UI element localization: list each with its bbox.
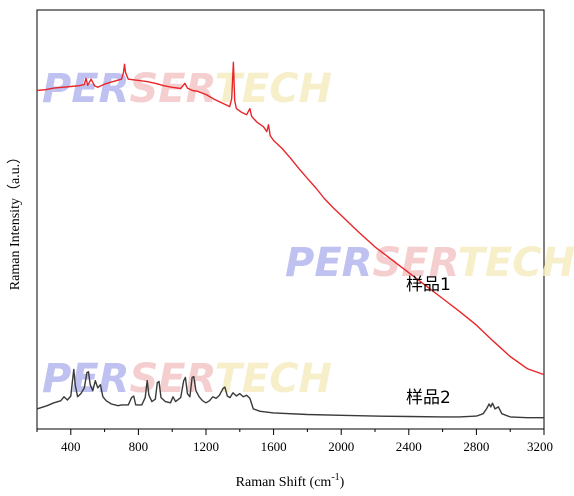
x-tick-label: 2800 — [463, 439, 489, 454]
x-tick-label: 1600 — [261, 439, 287, 454]
x-axis-title-superscript: -1 — [331, 472, 339, 483]
x-axis-title-tail: ) — [340, 475, 345, 490]
x-tick-label: 400 — [61, 439, 81, 454]
watermark-1: PERSERTECH — [42, 66, 332, 112]
x-axis-title-main: Raman Shift (cm — [236, 475, 332, 490]
x-tick-label: 1200 — [193, 439, 219, 454]
series-line-2 — [36, 368, 544, 419]
x-tick-label: 2000 — [328, 439, 354, 454]
sample1-label: 样品1 — [406, 275, 451, 295]
y-axis-title: Raman Intensity（a.u.） — [7, 150, 23, 290]
x-tick-label: 3200 — [527, 439, 553, 454]
x-tick-label: 2400 — [396, 439, 422, 454]
series-line-1 — [36, 61, 545, 376]
x-axis-title: Raman Shift (cm-1) — [236, 472, 345, 490]
watermark-3: PERSERTECH — [42, 356, 332, 402]
series-layer — [36, 61, 545, 419]
watermark-layer: PERSERTECH PERSERTECH PERSERTECH — [42, 66, 574, 402]
watermark-2: PERSERTECH — [285, 240, 574, 286]
sample2-label: 样品2 — [406, 388, 451, 408]
x-axis-ticks: 400 800 1200 1600 2000 2400 2800 3200 — [36, 429, 553, 454]
x-tick-label: 800 — [129, 439, 149, 454]
